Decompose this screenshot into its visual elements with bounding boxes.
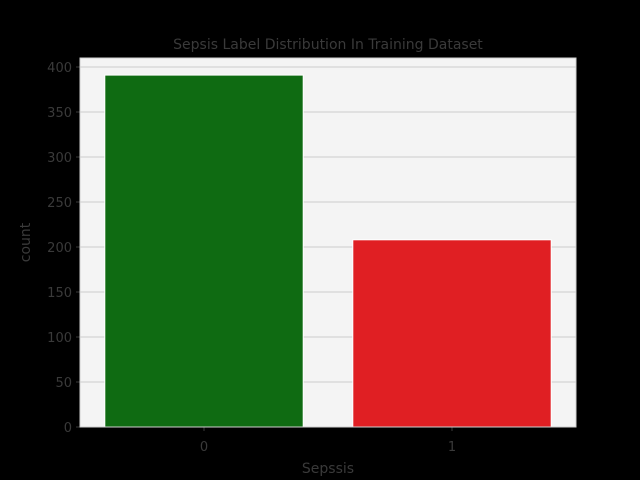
y-tick-label: 100	[47, 331, 72, 346]
x-axis-label: Sepssis	[302, 461, 354, 477]
y-tick-label: 250	[47, 196, 72, 211]
plot-frame	[79, 57, 577, 428]
y-axis-label: count	[18, 222, 34, 262]
y-tick-label: 50	[55, 376, 72, 391]
y-tick-label: 0	[64, 421, 72, 436]
y-tick-label: 150	[47, 286, 72, 301]
y-tick-label: 200	[47, 241, 72, 256]
bar-1	[352, 239, 552, 428]
y-tick-label: 400	[47, 61, 72, 76]
chart-title: Sepsis Label Distribution In Training Da…	[173, 37, 483, 53]
bar-0	[104, 74, 304, 428]
bars	[104, 74, 552, 428]
y-tick-label: 350	[47, 106, 72, 121]
y-axis-ticks: 0 50 100 150 200 250 300 350 400	[47, 61, 80, 436]
x-tick-label: 0	[200, 440, 208, 455]
y-tick-label: 300	[47, 151, 72, 166]
x-tick-label: 1	[448, 440, 456, 455]
